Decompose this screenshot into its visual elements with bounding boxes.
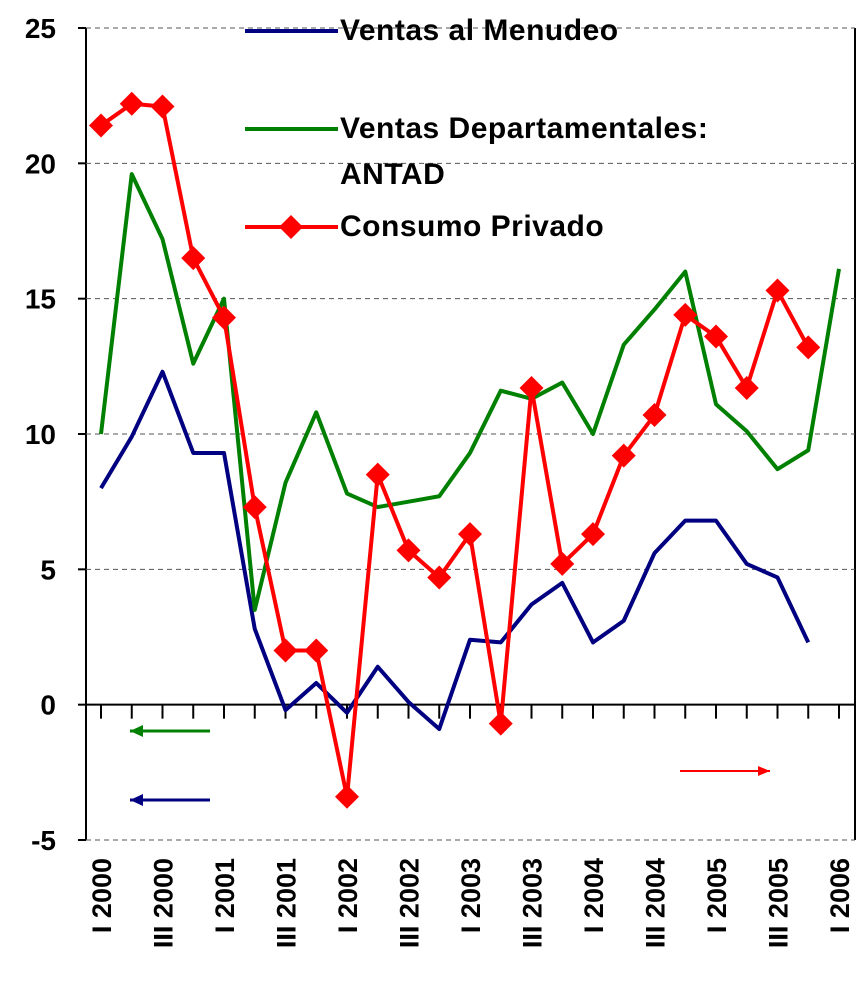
legend-label: Consumo Privado — [340, 204, 820, 250]
x-tick-label: III 2000 — [149, 858, 179, 948]
y-tick-label: 20 — [25, 148, 56, 179]
legend-entry: Consumo Privado — [243, 204, 820, 250]
x-tick-label: I 2001 — [210, 858, 240, 933]
y-tick-label: 5 — [40, 554, 56, 585]
y-tick-label: 25 — [25, 13, 56, 44]
data-point — [766, 279, 790, 303]
legend-entry: Ventas Departamentales: ANTAD — [243, 106, 820, 198]
data-point — [489, 712, 513, 736]
x-tick-label: I 2000 — [87, 858, 117, 933]
legend-marker — [279, 215, 303, 239]
arrow-head — [130, 794, 143, 806]
data-point — [704, 325, 728, 349]
legend-swatch — [243, 8, 340, 54]
x-tick-label: I 2006 — [825, 858, 855, 933]
data-point — [735, 376, 759, 400]
legend-swatch — [243, 106, 340, 152]
x-tick-label: I 2005 — [702, 858, 732, 933]
y-tick-label: 10 — [25, 419, 56, 450]
series-line — [101, 372, 808, 729]
x-tick-label: I 2004 — [579, 858, 609, 933]
x-tick-label: III 2003 — [518, 858, 548, 948]
data-point — [796, 335, 820, 359]
y-tick-label: 15 — [25, 284, 56, 315]
arrow-head — [758, 766, 770, 776]
chart-container: -5 0 5 10 15 20 25 I 2000 III 2000 I 2001 III 2001… — [0, 0, 861, 1004]
data-point — [151, 94, 175, 118]
legend-swatch — [243, 204, 340, 250]
data-point — [89, 113, 113, 137]
data-point — [120, 92, 144, 116]
legend-label: Ventas al Menudeo — [340, 8, 820, 54]
x-tick-label: III 2005 — [764, 858, 794, 948]
x-tick-label: I 2003 — [456, 858, 486, 933]
legend-entry: Ventas al Menudeo — [243, 8, 820, 54]
legend-label: Ventas Departamentales: ANTAD — [340, 106, 820, 198]
x-tick-label: III 2001 — [272, 858, 302, 948]
x-tick-label: III 2004 — [641, 858, 671, 948]
data-point — [335, 785, 359, 809]
x-tick-label: III 2002 — [395, 858, 425, 948]
data-point — [304, 639, 328, 663]
x-tick-label: I 2002 — [333, 858, 363, 933]
y-tick-label: 0 — [40, 690, 56, 721]
data-point — [212, 306, 236, 330]
arrow-head — [130, 725, 143, 737]
data-point — [181, 246, 205, 270]
y-tick-label: -5 — [31, 825, 56, 856]
data-point — [274, 639, 298, 663]
data-point — [366, 463, 390, 487]
